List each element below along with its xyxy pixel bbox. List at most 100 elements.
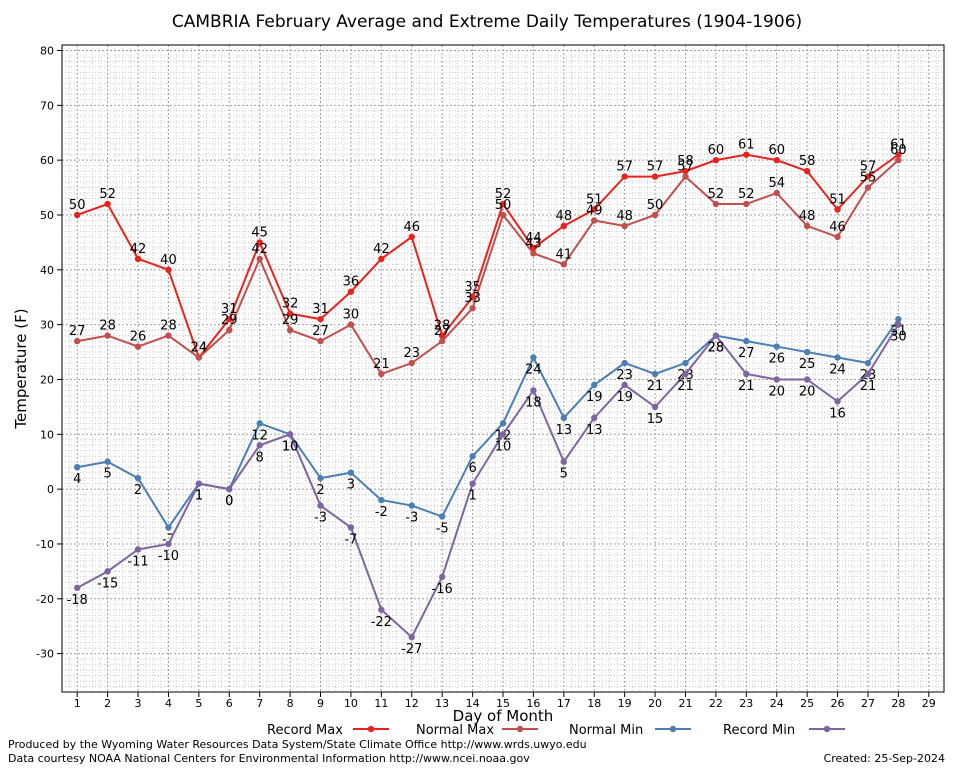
data-point (560, 458, 568, 465)
data-point (499, 420, 507, 427)
data-point (286, 326, 294, 334)
data-point (803, 376, 811, 383)
data-point (834, 354, 841, 361)
legend-label: Record Min (723, 723, 795, 738)
legend-item: Record Max (267, 723, 389, 738)
data-label: 26 (768, 352, 785, 367)
x-tick-label: 12 (405, 697, 419, 710)
series-line (76, 324, 900, 639)
data-point (682, 167, 689, 175)
data-label: 52 (99, 187, 116, 202)
data-label: -3 (405, 511, 418, 526)
data-point (408, 359, 415, 367)
x-tick-label: 1 (74, 697, 81, 710)
data-point (104, 200, 111, 208)
data-label: 19 (586, 390, 603, 405)
data-label: 28 (708, 341, 725, 356)
data-label: 57 (616, 160, 633, 175)
data-label: -18 (67, 593, 88, 608)
data-label: 30 (343, 308, 360, 323)
data-label: 42 (130, 242, 147, 257)
data-label: 58 (677, 154, 694, 169)
data-label: 31 (890, 324, 907, 339)
data-point (591, 206, 598, 213)
data-point (712, 332, 720, 339)
legend-marker (516, 725, 524, 733)
data-label: 31 (312, 302, 329, 317)
x-tick-label: 6 (226, 697, 233, 710)
data-label: 46 (829, 220, 846, 235)
data-label: 61 (738, 138, 755, 153)
data-point (134, 343, 142, 350)
x-tick-label: 26 (831, 697, 845, 710)
data-point (256, 442, 263, 449)
data-label: -16 (432, 582, 453, 597)
data-point (743, 337, 750, 345)
data-point (621, 381, 628, 389)
x-tick-label: 4 (165, 697, 172, 710)
legend-label: Record Max (267, 723, 343, 738)
data-label: 52 (495, 187, 512, 202)
y-tick-label: -10 (36, 538, 54, 551)
y-tick-label: 50 (40, 209, 54, 222)
data-label: 20 (799, 384, 816, 399)
data-label: 52 (708, 187, 725, 202)
data-point (469, 294, 476, 301)
data-point (621, 173, 628, 180)
data-point (499, 431, 507, 438)
data-label: 3 (347, 478, 355, 493)
data-point (104, 458, 111, 465)
data-label: 24 (191, 341, 208, 356)
chart-title: CAMBRIA February Average and Extreme Dai… (172, 12, 802, 32)
data-label: 42 (373, 242, 390, 257)
data-point (378, 606, 385, 613)
data-label: 28 (99, 319, 116, 334)
data-label: 28 (160, 319, 177, 334)
data-label: 23 (403, 346, 420, 361)
data-label: 48 (799, 209, 816, 224)
data-point (773, 343, 780, 350)
series-line (76, 153, 899, 360)
data-label: 30 (890, 330, 907, 345)
data-point (134, 255, 142, 263)
credit-line-1: Produced by the Wyoming Water Resources … (8, 738, 587, 751)
data-point (803, 222, 811, 230)
data-point (195, 480, 203, 487)
data-point (74, 337, 81, 345)
legend-item: Record Min (723, 723, 845, 738)
data-label: 42 (251, 242, 268, 257)
data-label: 27 (738, 346, 755, 361)
data-point (773, 189, 780, 197)
data-label: -27 (401, 642, 422, 657)
data-point (621, 359, 628, 367)
data-label: -3 (314, 511, 327, 526)
data-point (256, 239, 263, 246)
data-point (834, 233, 841, 241)
data-label: 19 (616, 390, 633, 405)
data-label: 1 (468, 489, 476, 504)
data-point (74, 211, 81, 219)
legend-label: Normal Max (416, 723, 494, 738)
x-tick-label: 25 (800, 697, 814, 710)
data-label: 29 (221, 313, 238, 328)
data-point (773, 376, 780, 383)
data-point (256, 420, 263, 427)
data-label: 8 (256, 450, 264, 465)
legend: Record Max Normal Max Normal Min Record Min (267, 723, 845, 738)
data-label: -15 (97, 576, 118, 591)
y-tick-label: -20 (36, 593, 54, 606)
data-label: 31 (221, 302, 238, 317)
data-label: 48 (616, 209, 633, 224)
data-point (864, 370, 872, 378)
y-tick-label: 20 (40, 373, 54, 386)
data-label: 60 (890, 143, 907, 158)
x-tick-label: 21 (678, 697, 692, 710)
data-point (803, 167, 811, 175)
data-label: 32 (282, 297, 299, 312)
data-label: 10 (282, 439, 299, 454)
data-point (651, 211, 659, 219)
data-point (317, 474, 324, 482)
data-label: 12 (251, 428, 268, 443)
legend-item: Normal Max (416, 723, 538, 738)
